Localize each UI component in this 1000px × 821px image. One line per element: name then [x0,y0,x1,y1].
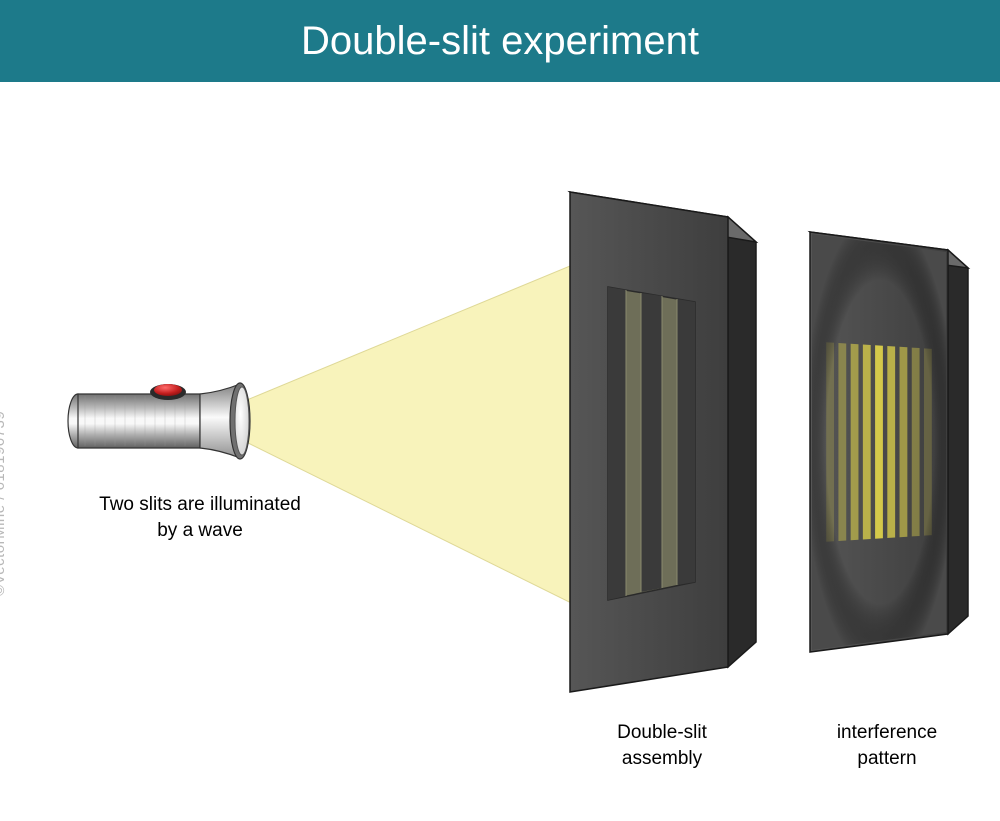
diagram-svg [0,82,1000,816]
double-slit-panel [570,192,756,692]
interference-fringes [810,232,950,652]
title-bar: Double-slit experiment [0,0,1000,82]
screen-panel-label: interferencepattern [812,720,962,771]
flashlight-label: Two slits are illuminatedby a wave [85,492,315,543]
slit-panel-label: Double-slitassembly [592,720,732,771]
flashlight-icon [68,383,250,459]
interference-screen [810,232,968,652]
power-button-icon [154,384,182,396]
experiment-diagram: Two slits are illuminatedby a wave Doubl… [0,82,1000,816]
watermark-text: ©VectorMine / 618196739 [0,411,8,596]
page-title: Double-slit experiment [301,19,699,64]
